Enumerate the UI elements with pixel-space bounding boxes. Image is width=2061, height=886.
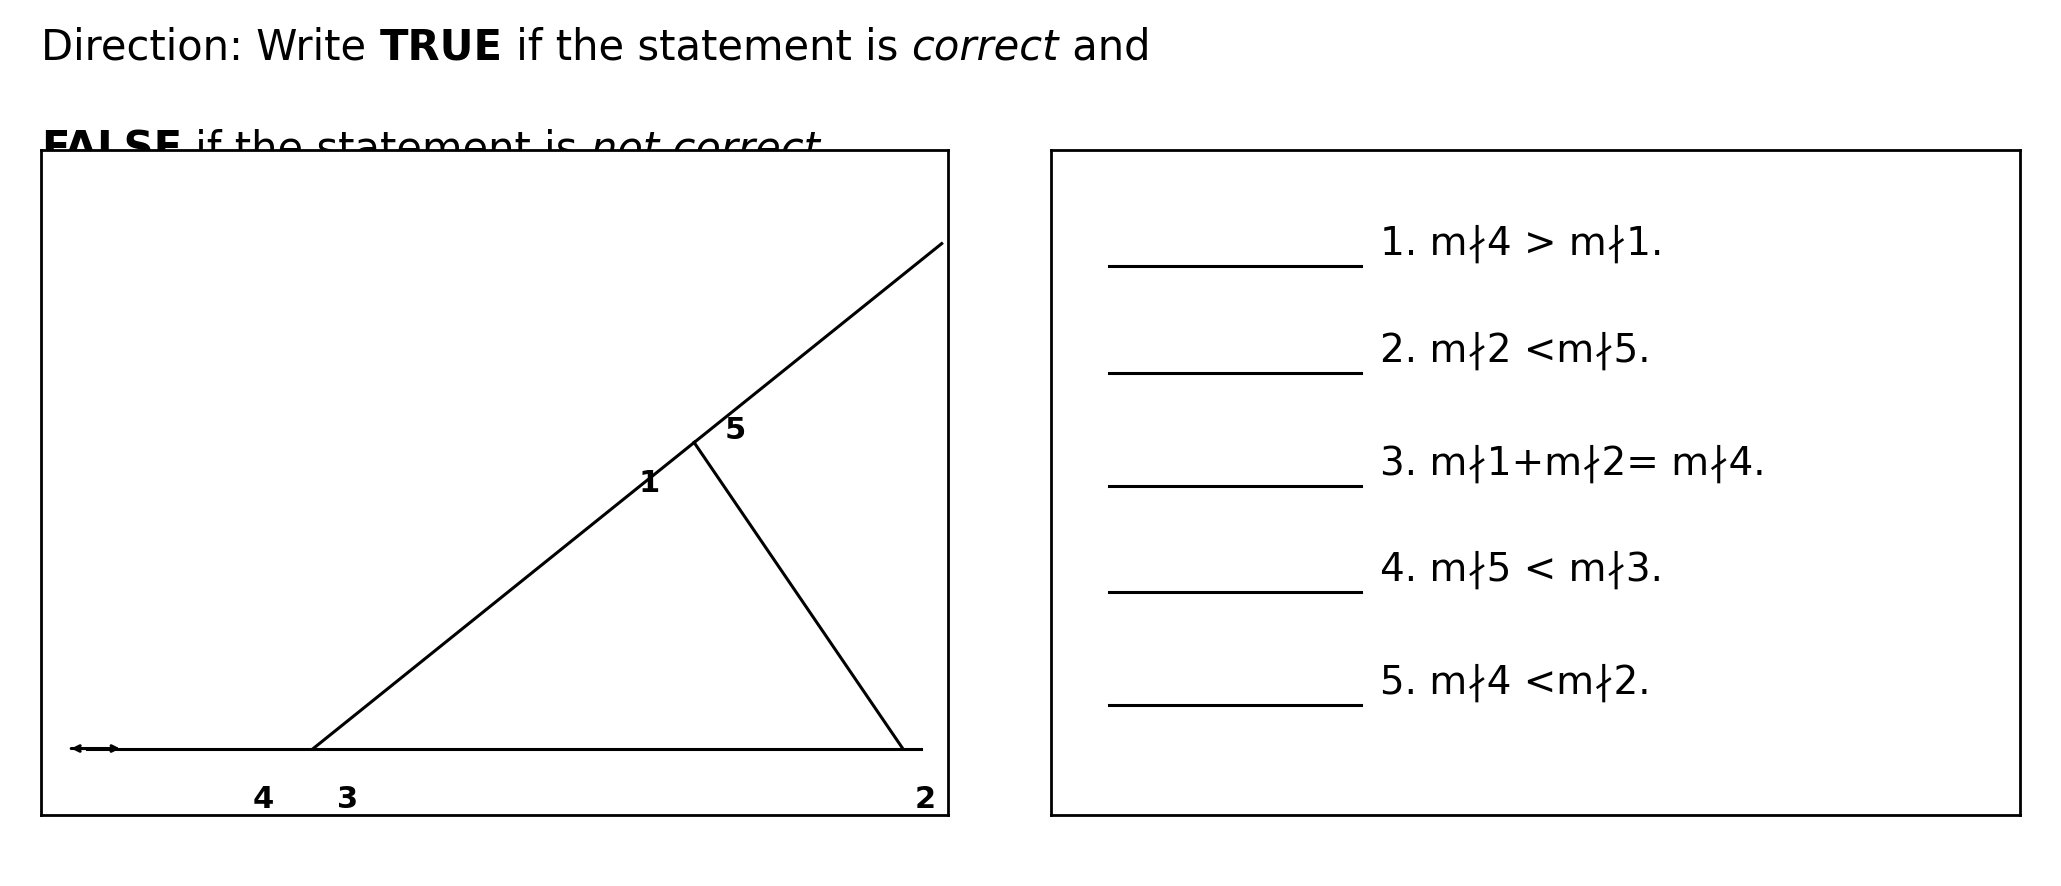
Text: 1. m∤4 > m∤1.: 1. m∤4 > m∤1. [1381,224,1663,263]
Text: 4. m∤5 < m∤3.: 4. m∤5 < m∤3. [1381,550,1663,588]
Text: 5. m∤4 <m∤2.: 5. m∤4 <m∤2. [1381,663,1651,702]
Text: 3. m∤1+m∤2= m∤4.: 3. m∤1+m∤2= m∤4. [1381,444,1766,482]
Text: 3: 3 [338,784,359,813]
Text: correct: correct [911,27,1059,68]
Text: 2: 2 [915,784,936,813]
Text: 1: 1 [639,469,660,497]
Text: 4: 4 [254,784,274,813]
Text: FALSE: FALSE [41,128,181,170]
Text: and: and [1059,27,1150,68]
Text: 2. m∤2 <m∤5.: 2. m∤2 <m∤5. [1381,330,1651,369]
Text: if the statement is: if the statement is [503,27,911,68]
Text: 5: 5 [723,416,746,444]
Text: .: . [820,128,833,170]
Text: not correct: not correct [592,128,820,170]
Text: TRUE: TRUE [379,27,503,68]
Text: if the statement is: if the statement is [181,128,592,170]
Text: Direction: Write: Direction: Write [41,27,379,68]
